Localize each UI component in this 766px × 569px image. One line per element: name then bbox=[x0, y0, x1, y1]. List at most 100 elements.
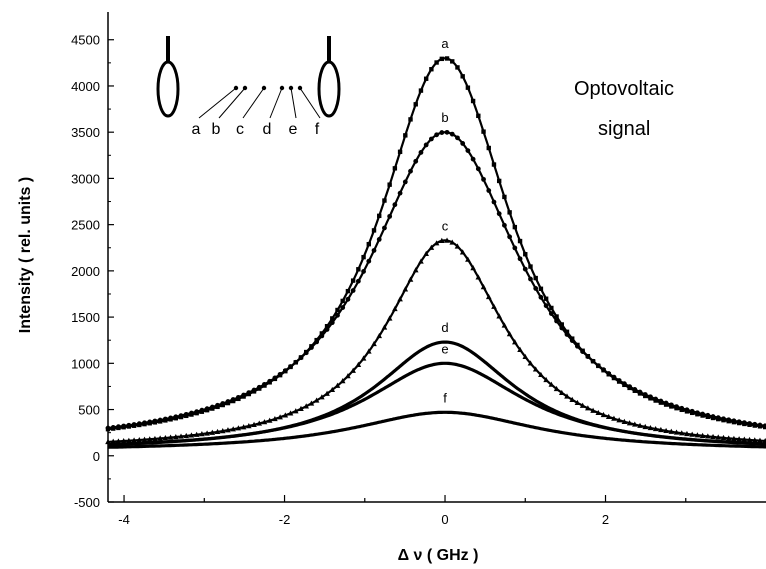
series-point-b bbox=[277, 371, 283, 377]
series-point-c bbox=[376, 332, 383, 339]
series-point-b bbox=[502, 222, 507, 228]
series-point-b bbox=[121, 423, 127, 429]
series-point-b bbox=[554, 318, 559, 324]
series-point-a bbox=[533, 275, 538, 281]
series-point-c bbox=[543, 376, 549, 383]
series-point-b bbox=[110, 424, 116, 430]
series-point-b bbox=[642, 392, 648, 397]
series-point-b bbox=[235, 394, 241, 400]
series-point-c bbox=[757, 437, 763, 443]
series-point-c bbox=[564, 393, 570, 399]
series-point-c bbox=[678, 430, 685, 436]
series-point-c bbox=[407, 276, 414, 282]
series-point-b bbox=[674, 404, 679, 410]
series-point-a bbox=[491, 162, 497, 167]
y-tick-label: 3000 bbox=[71, 171, 100, 186]
series-point-b bbox=[736, 419, 742, 425]
series-point-c bbox=[626, 420, 633, 426]
series-point-c bbox=[720, 434, 727, 441]
series-point-c bbox=[303, 403, 310, 409]
series-point-b bbox=[569, 338, 575, 343]
series-point-a bbox=[507, 210, 512, 215]
series-point-a bbox=[481, 129, 486, 134]
series-point-a bbox=[486, 145, 491, 151]
series-point-c bbox=[360, 355, 367, 361]
series-point-a bbox=[549, 305, 554, 311]
series-point-c bbox=[517, 346, 523, 352]
series-point-c bbox=[642, 423, 649, 430]
series-point-a bbox=[429, 67, 434, 72]
x-tick-label: 0 bbox=[441, 512, 448, 527]
series-point-c bbox=[277, 414, 283, 420]
axes: -500 0 500 1000 1500 2000 2500 3000 3500 4000 4500… bbox=[71, 12, 766, 527]
series-point-c bbox=[225, 427, 231, 433]
curve-label-f: f bbox=[443, 390, 447, 405]
series-point-c bbox=[512, 339, 518, 345]
series-point-c bbox=[266, 417, 273, 423]
series-point-c bbox=[178, 433, 184, 439]
series-point-a bbox=[371, 228, 377, 233]
series-point-a bbox=[460, 74, 465, 79]
series-point-c bbox=[506, 331, 513, 337]
curve-label-c: c bbox=[442, 218, 449, 233]
series-point-a bbox=[523, 252, 528, 257]
series-point-c bbox=[261, 419, 268, 425]
series-point-c bbox=[183, 432, 190, 439]
series-point-c bbox=[449, 239, 456, 245]
series-point-b bbox=[757, 422, 763, 428]
series-point-b bbox=[418, 150, 424, 155]
series-point-c bbox=[663, 427, 669, 434]
series-point-a bbox=[408, 117, 413, 122]
series-point-b bbox=[595, 363, 601, 369]
curve-label-a: a bbox=[441, 36, 449, 51]
series-point-c bbox=[329, 386, 336, 393]
series-point-c bbox=[152, 435, 158, 442]
series-point-c bbox=[319, 394, 325, 400]
series-point-b bbox=[460, 141, 466, 146]
series-point-b bbox=[168, 415, 173, 421]
inset-label-a: a bbox=[192, 121, 201, 138]
series-point-b bbox=[126, 422, 132, 428]
series-point-c bbox=[313, 397, 320, 403]
x-tick-label: 2 bbox=[602, 512, 609, 527]
annotation-line-2: signal bbox=[598, 118, 650, 140]
probe-leader-f bbox=[299, 87, 321, 119]
series-point-b bbox=[256, 384, 262, 390]
series-point-c bbox=[465, 256, 471, 262]
series-point-c bbox=[162, 434, 169, 441]
series-point-a bbox=[564, 329, 570, 335]
inset-label-f: f bbox=[315, 121, 320, 138]
series-point-b bbox=[679, 405, 685, 411]
series-point-b bbox=[621, 381, 627, 387]
series-point-b bbox=[293, 359, 299, 365]
series-point-c bbox=[585, 405, 591, 411]
series-point-b bbox=[392, 202, 398, 208]
series-point-c bbox=[287, 410, 294, 416]
series-point-b bbox=[741, 420, 747, 426]
series-point-b bbox=[528, 276, 533, 282]
series-point-b bbox=[366, 258, 372, 264]
series-point-c bbox=[532, 366, 539, 372]
y-tick-label: 4500 bbox=[71, 33, 100, 48]
series-point-b bbox=[335, 312, 340, 318]
series-point-c bbox=[204, 430, 210, 436]
series-point-a bbox=[476, 113, 481, 119]
probe-leader-a bbox=[198, 87, 237, 119]
series-point-c bbox=[214, 428, 221, 435]
series-point-c bbox=[219, 428, 226, 434]
series-point-c bbox=[475, 274, 482, 280]
series-point-b bbox=[298, 355, 304, 361]
series-point-b bbox=[230, 397, 236, 402]
series-point-c bbox=[569, 396, 576, 402]
series-point-b bbox=[387, 213, 393, 219]
series-point-b bbox=[220, 401, 226, 406]
series-point-b bbox=[481, 176, 486, 182]
series-point-c bbox=[689, 431, 695, 437]
series-point-b bbox=[194, 409, 200, 415]
series-point-b bbox=[142, 420, 147, 426]
series-point-b bbox=[585, 354, 591, 359]
series-point-c bbox=[256, 420, 263, 426]
series-point-a bbox=[324, 324, 330, 329]
series-point-c bbox=[126, 437, 132, 443]
